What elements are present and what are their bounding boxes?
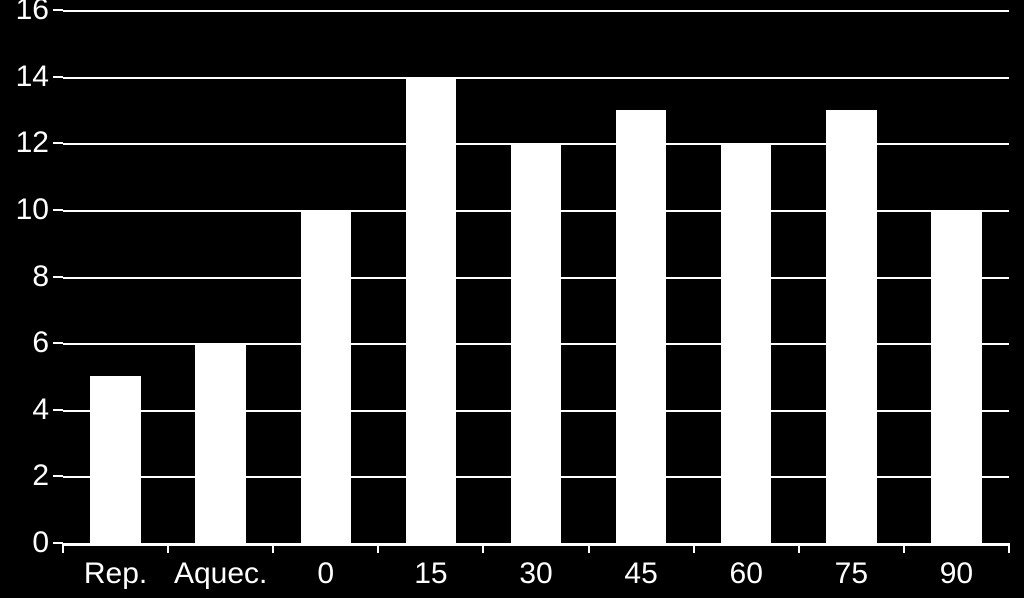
bar — [406, 77, 456, 543]
x-tick-label: 60 — [730, 543, 763, 591]
gridline — [63, 143, 1009, 145]
gridline — [63, 77, 1009, 79]
gridline — [63, 10, 1009, 12]
y-tick-label: 8 — [32, 260, 63, 294]
x-tick-label: 15 — [414, 543, 447, 591]
y-tick-label: 14 — [16, 60, 63, 94]
x-tick-mark — [588, 543, 590, 553]
y-tick-label: 10 — [16, 193, 63, 227]
x-tick-mark — [62, 543, 64, 553]
x-tick-label: Rep. — [84, 543, 147, 591]
gridline — [63, 410, 1009, 412]
x-tick-label: 90 — [940, 543, 973, 591]
x-tick-label: 0 — [317, 543, 334, 591]
x-tick-mark — [167, 543, 169, 553]
y-tick-label: 2 — [32, 459, 63, 493]
y-tick-label: 6 — [32, 326, 63, 360]
x-tick-mark — [272, 543, 274, 553]
x-tick-mark — [1008, 543, 1010, 553]
x-tick-mark — [693, 543, 695, 553]
x-tick-label: 75 — [835, 543, 868, 591]
bar-chart: 0 2 4 6 8 10 12 14 16 Rep. Aquec. 0 15 30 45 60 75 90 — [0, 0, 1024, 598]
gridline — [63, 210, 1009, 212]
x-tick-label: 45 — [624, 543, 657, 591]
bar — [90, 376, 140, 543]
y-tick-label: 4 — [32, 393, 63, 427]
x-tick-label: 30 — [519, 543, 552, 591]
y-tick-label: 0 — [32, 526, 63, 560]
gridline — [63, 476, 1009, 478]
gridline — [63, 277, 1009, 279]
bar — [301, 210, 351, 543]
x-tick-mark — [377, 543, 379, 553]
y-tick-label: 16 — [16, 0, 63, 27]
x-tick-mark — [798, 543, 800, 553]
y-tick-label: 12 — [16, 126, 63, 160]
x-tick-mark — [903, 543, 905, 553]
x-tick-mark — [482, 543, 484, 553]
bar — [931, 210, 981, 543]
x-tick-label: Aquec. — [174, 543, 267, 591]
plot-area: 0246810121416Rep.Aquec.0153045607590 — [63, 10, 1009, 546]
gridline — [63, 343, 1009, 345]
bar — [195, 343, 245, 543]
